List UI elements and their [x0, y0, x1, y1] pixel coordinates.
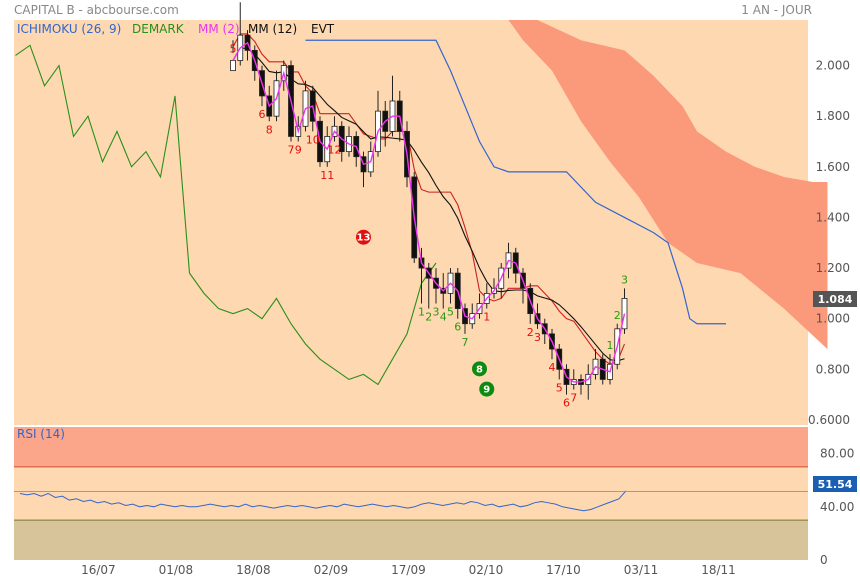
- demark-count: 6: [259, 108, 266, 121]
- legend-evt[interactable]: EVT: [311, 22, 335, 36]
- demark-count: 4: [549, 361, 556, 374]
- date-tick-label: 03/11: [624, 563, 659, 577]
- demark-count: 8: [266, 123, 273, 136]
- demark-count: 4: [440, 311, 447, 324]
- demark-count: 2: [614, 309, 621, 322]
- last-price-label: 1.084: [818, 293, 853, 306]
- date-tick-label: 16/07: [81, 563, 116, 577]
- date-tick-label: 01/08: [159, 563, 194, 577]
- price-tick-label: 0.800: [816, 362, 850, 376]
- rsi-tick-label: 40.00: [820, 500, 854, 514]
- demark-count: 3: [534, 331, 541, 344]
- ichimoku-line: [305, 39, 726, 325]
- mm12-line: [232, 47, 625, 362]
- price-tick-label: 0.6000: [808, 413, 850, 427]
- demark-badge-label: 9: [483, 385, 490, 396]
- demark-count: 5: [447, 306, 454, 319]
- kijun-line: [232, 33, 626, 365]
- price-tick-label: 1.000: [816, 312, 850, 326]
- demark-badge-label: 8: [476, 364, 483, 375]
- demark-count: 5: [556, 381, 563, 394]
- demark-badge: 8: [472, 361, 487, 377]
- period-label: 1 AN - JOUR: [741, 3, 812, 17]
- demark-count: 12: [328, 144, 342, 157]
- demark-badge-circle: [479, 381, 495, 397]
- date-tick-label: 18/08: [236, 563, 271, 577]
- demark-count: 3: [433, 306, 440, 319]
- rsi-tick-label: 0: [820, 553, 828, 567]
- price-tick-label: 2.000: [816, 59, 850, 73]
- demark-count: 1: [607, 339, 614, 352]
- date-tick-label: 02/10: [469, 563, 504, 577]
- rsi-overbought-zone: [14, 427, 808, 467]
- demark-count: 3: [621, 273, 628, 286]
- price-tick-label: 1.800: [816, 109, 850, 123]
- date-tick-label: 17/10: [546, 563, 581, 577]
- demark-count: 1: [483, 311, 490, 324]
- date-tick-label: 17/09: [391, 563, 426, 577]
- candle-up: [230, 60, 236, 72]
- demark-count: 7: [288, 144, 295, 157]
- demark-count: 2: [527, 326, 534, 339]
- chart-title: CAPITAL B - abcbourse.com: [14, 3, 179, 17]
- legend-ichimoku[interactable]: ICHIMOKU (26, 9): [17, 22, 121, 36]
- last-price-box: [813, 291, 857, 307]
- demark-count: 7: [570, 392, 577, 405]
- demark-count: 7: [462, 336, 469, 349]
- demark-count: 11: [320, 169, 334, 182]
- demark-count: 6: [454, 321, 461, 334]
- rsi-title: RSI (14): [17, 427, 65, 441]
- demark-badge-circle: [472, 361, 487, 377]
- date-tick-label: 02/09: [314, 563, 349, 577]
- legend-demark[interactable]: DEMARK: [132, 22, 185, 36]
- rsi-line: [19, 490, 627, 512]
- demark-badge: 13: [356, 229, 371, 245]
- rsi-value-box: [813, 476, 857, 492]
- legend-mm2[interactable]: MM (2): [198, 22, 240, 36]
- demark-count: 1: [418, 306, 425, 319]
- demark-count: 2: [425, 311, 432, 324]
- price-tick-label: 1.400: [816, 210, 850, 224]
- demark-count: 9: [295, 144, 302, 157]
- demark-line: [15, 44, 437, 386]
- rsi-tick-label: 80.00: [820, 447, 854, 461]
- ichimoku-cloud: [508, 20, 828, 350]
- mm2-line: [232, 41, 626, 383]
- demark-badge-circle: [356, 229, 371, 245]
- demark-count: 6: [563, 397, 570, 410]
- price-tick-label: 1.200: [816, 261, 850, 275]
- rsi-value-label: 51.54: [818, 478, 853, 491]
- demark-count: 5: [230, 42, 237, 55]
- rsi-oversold-zone: [14, 520, 808, 560]
- price-tick-label: 1.600: [816, 160, 850, 174]
- demark-badge: 9: [479, 381, 495, 397]
- demark-count: 10: [306, 133, 320, 146]
- demark-badge-label: 13: [357, 233, 371, 244]
- date-tick-label: 18/11: [701, 563, 736, 577]
- legend-mm12[interactable]: MM (12): [248, 22, 297, 36]
